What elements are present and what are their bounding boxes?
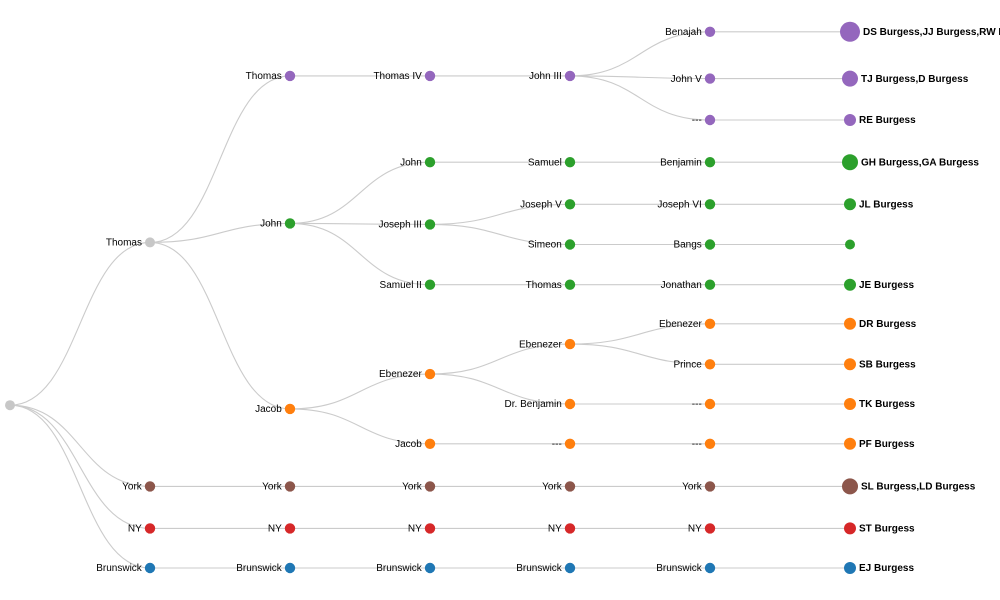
svg-text:RE Burgess: RE Burgess	[859, 115, 916, 126]
svg-text:Thomas: Thomas	[526, 280, 562, 291]
svg-text:Brunswick: Brunswick	[96, 563, 143, 574]
svg-text:PF Burgess: PF Burgess	[859, 439, 915, 450]
svg-text:TK Burgess: TK Burgess	[859, 399, 916, 410]
svg-text:Jonathan: Jonathan	[661, 280, 702, 291]
svg-text:---: ---	[692, 115, 702, 126]
svg-text:John: John	[260, 219, 282, 230]
svg-text:Samuel: Samuel	[528, 157, 562, 168]
svg-text:York: York	[402, 482, 423, 493]
svg-text:SL Burgess,LD Burgess: SL Burgess,LD Burgess	[861, 482, 976, 493]
svg-text:Thomas: Thomas	[246, 71, 282, 82]
svg-text:Benajah: Benajah	[665, 27, 702, 38]
svg-text:NY: NY	[688, 524, 702, 535]
svg-text:York: York	[542, 482, 563, 493]
svg-text:JL Burgess: JL Burgess	[859, 200, 914, 211]
svg-text:SB Burgess: SB Burgess	[859, 360, 916, 371]
svg-text:---: ---	[692, 439, 702, 450]
svg-text:NY: NY	[128, 524, 142, 535]
svg-text:York: York	[122, 482, 143, 493]
svg-text:Simeon: Simeon	[528, 240, 562, 251]
svg-text:NY: NY	[268, 524, 282, 535]
svg-text:John V: John V	[671, 74, 702, 85]
svg-text:GH Burgess,GA Burgess: GH Burgess,GA Burgess	[861, 157, 979, 168]
svg-text:York: York	[682, 482, 703, 493]
svg-text:John: John	[400, 157, 422, 168]
svg-text:Brunswick: Brunswick	[236, 563, 283, 574]
svg-text:EJ Burgess: EJ Burgess	[859, 563, 914, 574]
svg-text:Brunswick: Brunswick	[516, 563, 563, 574]
svg-text:Dr. Benjamin: Dr. Benjamin	[505, 399, 562, 410]
svg-text:DS Burgess,JJ Burgess,RW Burge: DS Burgess,JJ Burgess,RW Burgess	[863, 27, 1000, 38]
svg-text:Brunswick: Brunswick	[376, 563, 423, 574]
svg-text:Joseph VI: Joseph VI	[657, 200, 701, 211]
svg-text:DR Burgess: DR Burgess	[859, 319, 917, 330]
svg-text:Jacob: Jacob	[395, 439, 422, 450]
svg-text:Ebenezer: Ebenezer	[519, 339, 562, 350]
svg-text:John III: John III	[529, 71, 562, 82]
svg-text:---: ---	[552, 439, 562, 450]
svg-text:ST Burgess: ST Burgess	[859, 524, 915, 535]
svg-text:Samuel II: Samuel II	[380, 280, 422, 291]
svg-text:NY: NY	[548, 524, 562, 535]
svg-text:Brunswick: Brunswick	[656, 563, 703, 574]
svg-text:Prince: Prince	[673, 360, 702, 371]
svg-text:Ebenezer: Ebenezer	[379, 369, 422, 380]
svg-text:Joseph III: Joseph III	[378, 220, 421, 231]
svg-text:York: York	[262, 482, 283, 493]
svg-text:---: ---	[692, 399, 702, 410]
svg-text:Thomas: Thomas	[106, 238, 142, 249]
svg-text:Benjamin: Benjamin	[660, 157, 702, 168]
svg-text:Joseph V: Joseph V	[520, 200, 562, 211]
svg-text:Ebenezer: Ebenezer	[659, 319, 702, 330]
svg-text:Jacob: Jacob	[255, 404, 282, 415]
svg-text:Thomas IV: Thomas IV	[373, 71, 422, 82]
svg-text:NY: NY	[408, 524, 422, 535]
svg-text:JE Burgess: JE Burgess	[859, 280, 914, 291]
svg-text:Bangs: Bangs	[673, 240, 701, 251]
svg-text:TJ Burgess,D Burgess: TJ Burgess,D Burgess	[861, 74, 969, 85]
